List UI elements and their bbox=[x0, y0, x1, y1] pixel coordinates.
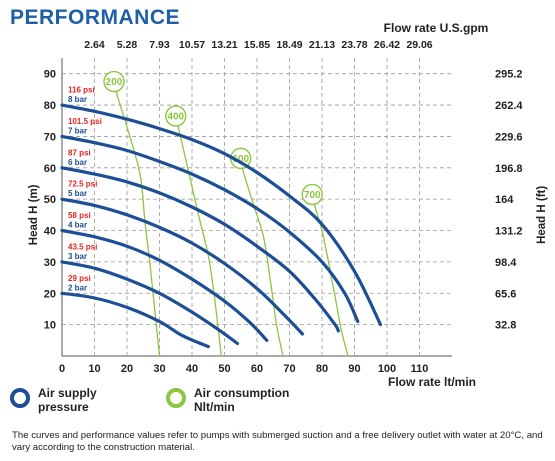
bar-label: 7 bar bbox=[68, 126, 87, 135]
right-tick-label: 65.6 bbox=[495, 288, 516, 300]
air-curve-label: 700 bbox=[304, 190, 321, 201]
right-tick-label: 131.2 bbox=[495, 226, 523, 238]
pressure-curve-3-bar bbox=[60, 260, 240, 346]
right-tick-label: 295.2 bbox=[495, 69, 523, 81]
right-axis-title: Head H (ft) bbox=[536, 186, 548, 244]
top-tick-label: 18.49 bbox=[276, 39, 302, 51]
grid bbox=[61, 58, 452, 357]
x-tick-label: 100 bbox=[378, 363, 396, 375]
x-tick-label: 110 bbox=[411, 363, 429, 375]
top-axis-title: Flow rate U.S.gpm bbox=[384, 21, 489, 35]
right-tick-label: 164 bbox=[495, 194, 514, 206]
x-tick-label: 50 bbox=[218, 363, 230, 375]
psi-label: 58 psi bbox=[68, 211, 91, 220]
top-tick-label: 5.28 bbox=[117, 39, 138, 51]
pressure-curve-6-bar bbox=[60, 166, 340, 333]
right-tick-label: 32.8 bbox=[495, 320, 516, 332]
air-label-circle bbox=[301, 183, 323, 206]
air-curve-200 bbox=[113, 81, 161, 357]
pressure-curves bbox=[60, 103, 383, 349]
bar-label: 2 bar bbox=[68, 283, 87, 292]
x-tick-label: 0 bbox=[59, 363, 65, 375]
bar-label: 6 bar bbox=[68, 158, 87, 167]
pressure-curve-4-bar bbox=[60, 228, 269, 342]
psi-label: 101.5 psi bbox=[68, 117, 102, 126]
legend-air-supply-pressure: Air supply pressure bbox=[10, 386, 158, 414]
right-tick-label: 262.4 bbox=[495, 100, 523, 112]
x-tick-label: 80 bbox=[316, 363, 328, 375]
y-tick-label: 40 bbox=[44, 226, 56, 238]
air-curve-400 bbox=[175, 115, 222, 357]
chart-labels: 0 10 20 30 40 50 60 70 80 90 100 110 10 20 30 40 50 60 70 8… bbox=[28, 21, 548, 389]
top-tick-label: 10.57 bbox=[179, 39, 205, 51]
pressure-curve-2-bar bbox=[60, 291, 210, 349]
blue-circle-icon bbox=[10, 388, 30, 408]
air-label-circle bbox=[165, 105, 187, 127]
y-tick-label: 30 bbox=[44, 257, 56, 269]
y-tick-label: 80 bbox=[44, 100, 56, 112]
footnote: The curves and performance values refer … bbox=[12, 430, 543, 453]
air-curve-600 bbox=[240, 158, 284, 357]
psi-label: 43.5 psi bbox=[68, 242, 97, 251]
legend-air-label: Air consumption Nlt/min bbox=[194, 386, 290, 414]
y-tick-label: 90 bbox=[44, 69, 56, 81]
right-tick-label: 196.8 bbox=[495, 163, 523, 175]
x-tick-label: 40 bbox=[186, 363, 198, 375]
right-tick-label: 98.4 bbox=[495, 257, 517, 269]
psi-label: 29 psi bbox=[68, 274, 91, 283]
y-tick-label: 70 bbox=[44, 131, 56, 143]
y-tick-label: 10 bbox=[44, 320, 56, 332]
x-axis-title: Flow rate lt/min bbox=[388, 375, 476, 389]
air-curve-label: 200 bbox=[106, 77, 123, 88]
top-tick-label: 2.64 bbox=[84, 39, 105, 51]
y-tick-label: 60 bbox=[44, 163, 56, 175]
x-tick-label: 70 bbox=[283, 363, 295, 375]
air-curve-label: 600 bbox=[232, 154, 249, 165]
psi-label: 72.5 psi bbox=[68, 180, 97, 189]
performance-chart: 200 400 600 700 0 10 20 30 40 50 60 70 80 90 100 110 10… bbox=[28, 21, 548, 389]
top-tick-label: 29.06 bbox=[406, 39, 432, 51]
top-tick-label: 13.21 bbox=[211, 39, 237, 51]
psi-label: 116 psi bbox=[68, 86, 95, 95]
y-tick-label: 50 bbox=[44, 194, 56, 206]
green-circle-icon bbox=[166, 388, 186, 408]
legend-air-consumption: Air consumption Nlt/min bbox=[166, 386, 314, 414]
air-consumption-curves: 200 400 600 700 bbox=[103, 70, 349, 357]
top-tick-label: 7.93 bbox=[149, 39, 170, 51]
x-tick-label: 10 bbox=[88, 363, 100, 375]
psi-label: 87 psi bbox=[68, 148, 91, 157]
bar-label: 4 bar bbox=[68, 221, 87, 230]
bar-label: 8 bar bbox=[68, 95, 87, 104]
air-curve-label: 400 bbox=[167, 112, 184, 123]
pressure-curve-7-bar bbox=[60, 134, 360, 324]
air-label-circle bbox=[103, 70, 125, 93]
bar-label: 5 bar bbox=[68, 189, 87, 198]
x-tick-label: 90 bbox=[348, 363, 360, 375]
top-tick-label: 26.42 bbox=[374, 39, 400, 51]
page-title: PERFORMANCE bbox=[10, 6, 181, 29]
pressure-curve-5-bar bbox=[60, 197, 305, 336]
x-tick-label: 20 bbox=[121, 363, 133, 375]
top-tick-label: 21.13 bbox=[309, 39, 335, 51]
top-tick-label: 15.85 bbox=[244, 39, 270, 51]
x-tick-label: 60 bbox=[251, 363, 263, 375]
y-axis-title: Head H (m) bbox=[28, 184, 40, 245]
pressure-curve-8-bar bbox=[60, 103, 383, 327]
top-tick-label: 23.78 bbox=[341, 39, 367, 51]
y-tick-label: 20 bbox=[44, 288, 56, 300]
x-tick-label: 30 bbox=[153, 363, 165, 375]
right-tick-label: 229.6 bbox=[495, 131, 523, 143]
air-curve-700 bbox=[311, 194, 349, 357]
legend-pressure-label: Air supply pressure bbox=[38, 386, 97, 414]
bar-label: 3 bar bbox=[68, 252, 87, 261]
